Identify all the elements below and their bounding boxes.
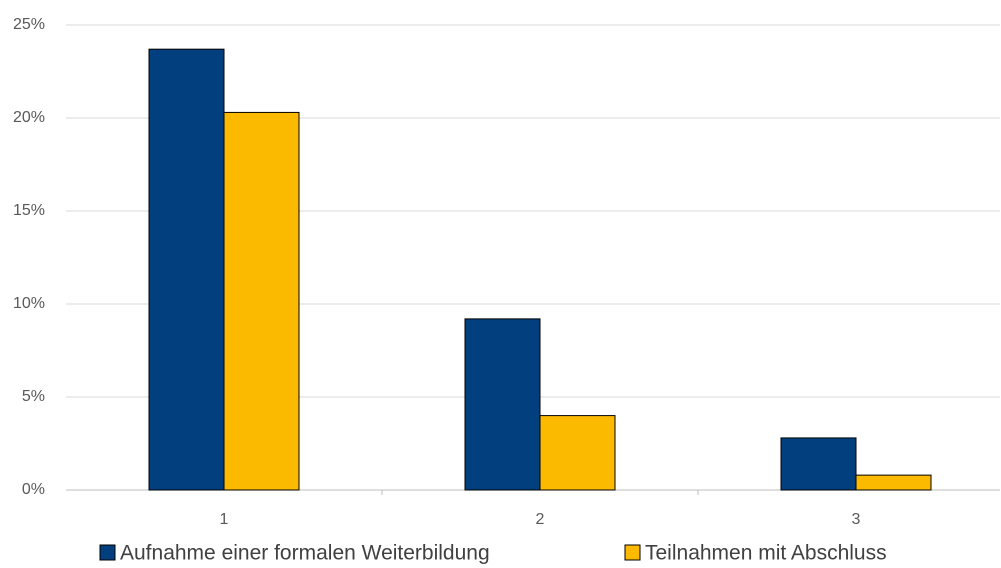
legend-swatch — [99, 544, 116, 561]
y-tick-label: 5% — [22, 388, 45, 405]
legend-swatch — [624, 544, 641, 561]
x-tick-label: 1 — [220, 511, 229, 528]
legend-label: Teilnahmen mit Abschluss — [645, 542, 887, 565]
y-tick-label: 0% — [22, 481, 45, 498]
x-tick-label: 3 — [852, 511, 861, 528]
bar — [855, 474, 932, 491]
bar — [223, 111, 300, 491]
y-tick-label: 25% — [13, 16, 45, 33]
bar — [780, 437, 857, 491]
y-tick-label: 10% — [13, 295, 45, 312]
legend-label: Aufnahme einer formalen Weiterbildung — [120, 542, 490, 565]
x-tick-label: 2 — [536, 511, 545, 528]
bar — [148, 48, 225, 491]
bar — [539, 415, 616, 491]
bar — [464, 318, 541, 491]
y-tick-label: 15% — [13, 202, 45, 219]
y-tick-label: 20% — [13, 109, 45, 126]
